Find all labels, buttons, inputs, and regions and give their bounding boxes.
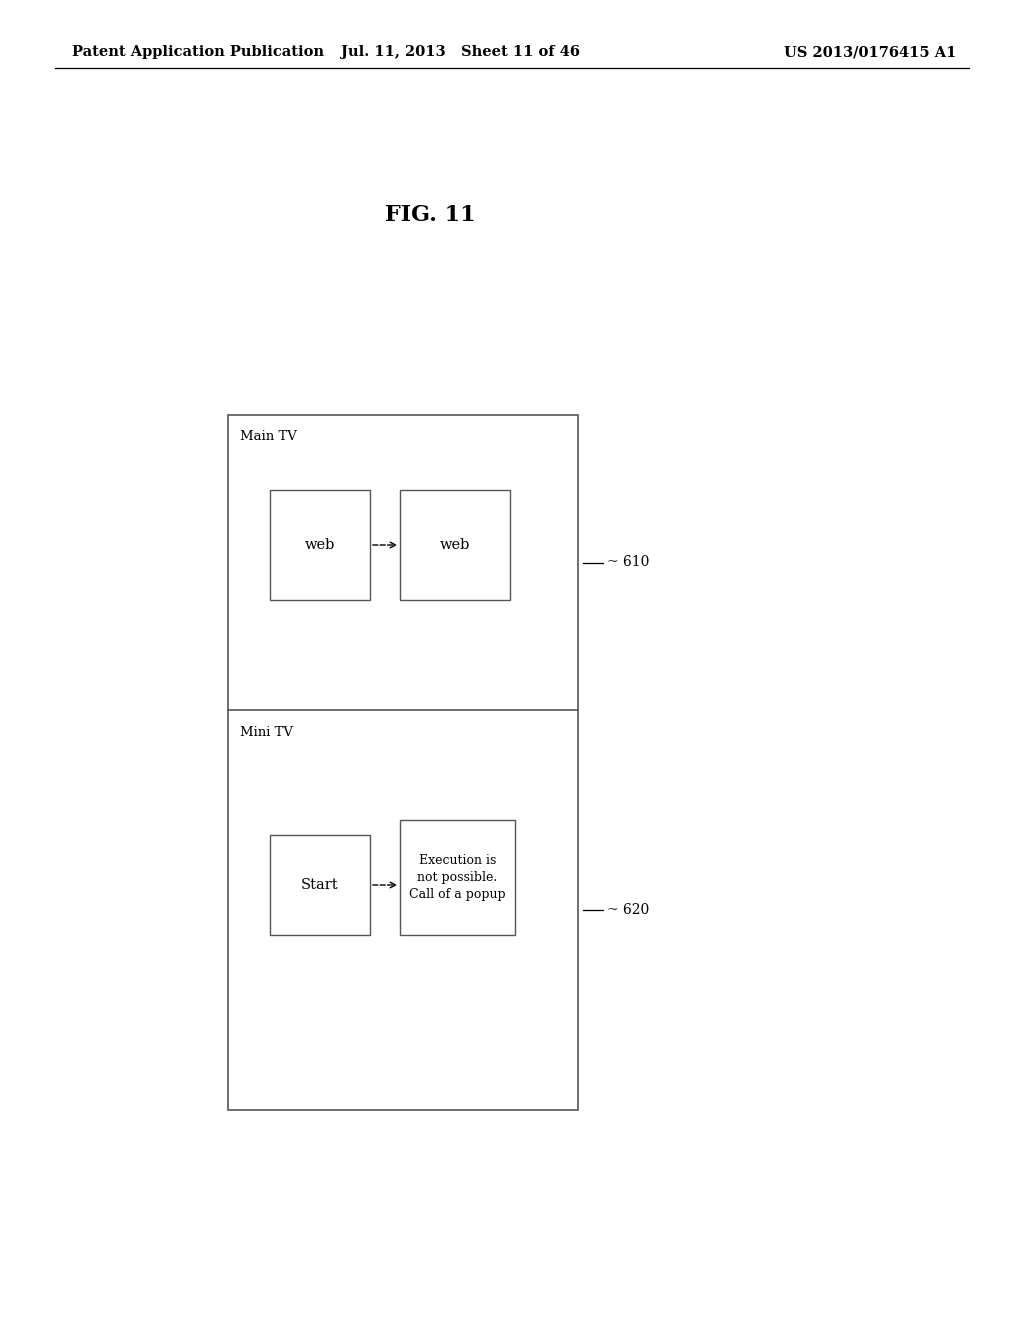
- Bar: [270, 836, 370, 935]
- Text: ~ 620: ~ 620: [607, 903, 649, 917]
- Bar: [400, 490, 510, 601]
- Text: Execution is
not possible.
Call of a popup: Execution is not possible. Call of a pop…: [410, 854, 506, 902]
- Text: ~ 610: ~ 610: [607, 556, 649, 569]
- Text: Mini TV: Mini TV: [240, 726, 293, 738]
- Bar: [270, 490, 370, 601]
- Text: web: web: [440, 539, 470, 552]
- Text: Main TV: Main TV: [240, 430, 297, 444]
- Bar: [400, 820, 515, 935]
- Text: Start: Start: [301, 878, 339, 892]
- Text: US 2013/0176415 A1: US 2013/0176415 A1: [783, 45, 956, 59]
- Text: Jul. 11, 2013   Sheet 11 of 46: Jul. 11, 2013 Sheet 11 of 46: [341, 45, 580, 59]
- Text: web: web: [305, 539, 335, 552]
- Text: Patent Application Publication: Patent Application Publication: [72, 45, 324, 59]
- Text: FIG. 11: FIG. 11: [385, 205, 475, 226]
- Bar: [228, 414, 578, 1110]
